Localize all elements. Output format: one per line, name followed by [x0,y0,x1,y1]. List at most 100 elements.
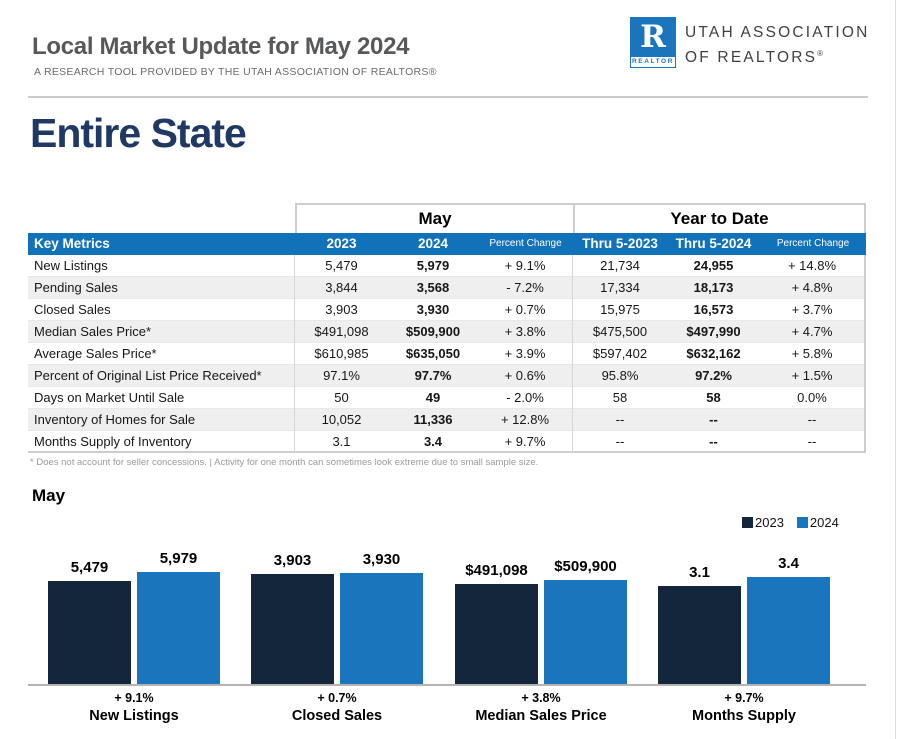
may-pct-value: + 0.6% [478,365,573,387]
ytd-2024-value: $497,990 [686,324,741,339]
page-edge-divider [895,0,896,739]
metric-label: Days on Market Until Sale [28,387,295,409]
registered-mark: ® [817,49,824,58]
bar-2023 [455,583,538,684]
bar-column-2024: 3,930 [340,551,423,684]
may-2024-value: $635,050 [405,346,461,361]
metric-label: Months Supply of Inventory [28,431,295,453]
table-row: Days on Market Until Sale 50 49 - 2.0% 5… [28,387,866,409]
ytd-2023-value: 58 [612,390,628,405]
may-2023-value: 97.1% [323,368,360,383]
realtor-badge-icon: R REALTOR [630,17,676,68]
may-pct-value: + 0.7% [478,299,573,321]
chart-legend: 2023 2024 [742,515,839,530]
bar-2023 [48,581,131,684]
col-header-may-2024: 2024 [417,236,449,251]
legend-label-2024: 2024 [809,515,839,530]
table-row: Pending Sales 3,844 3,568 - 7.2% 17,334 … [28,277,866,299]
chart-group-new-listings: 5,479 5,979 [48,550,220,684]
ytd-pct-value: + 5.8% [760,343,866,365]
bar-2024 [544,580,627,684]
pct-change-label: + 9.1% [114,691,154,705]
metric-label: Closed Sales [28,299,295,321]
ytd-2023-value: $475,500 [592,324,648,339]
may-2024-value: 5,979 [416,258,450,273]
ytd-2024-value: $632,162 [686,346,741,361]
ytd-2023-value: 95.8% [601,368,639,383]
may-2024-value: 97.7% [414,368,452,383]
bar-value-label: 3,930 [362,551,401,568]
legend-swatch-2023-icon [742,517,753,528]
may-2023-value: 10,052 [321,412,362,427]
bar-2023 [251,573,334,684]
table-row: Average Sales Price* $610,985 $635,050 +… [28,343,866,365]
may-2023-value: $610,985 [314,346,369,361]
ytd-2023-value: -- [615,434,625,449]
report-subtitle: A RESEARCH TOOL PROVIDED BY THE UTAH ASS… [34,66,437,78]
pct-change-label: + 3.8% [521,691,561,705]
chart-baseline [28,684,866,686]
metric-label: Pending Sales [28,277,295,299]
may-2024-value: 3,568 [416,280,450,295]
ytd-2023-value: 17,334 [600,280,640,295]
bar-value-label: 5,479 [70,559,109,577]
may-2023-value: 5,479 [325,258,358,273]
table-column-header-row: Key Metrics 2023 2024 Percent Change Thr… [28,233,866,255]
ytd-2023-value: 21,734 [600,258,640,273]
ytd-2024-value: 24,955 [693,258,734,273]
may-pct-value: + 3.8% [478,321,573,343]
table-row: Closed Sales 3,903 3,930 + 0.7% 15,975 1… [28,299,866,321]
org-name: UTAH ASSOCIATION OF REALTORS® [685,17,869,68]
may-2023-value: 3.1 [332,434,351,449]
legend-item-2024: 2024 [796,515,839,530]
bar-2023 [658,586,741,684]
ytd-pct-value: + 1.5% [760,365,866,387]
may-pct-value: - 7.2% [478,277,573,299]
col-header-key-metrics: Key Metrics [34,236,110,251]
uar-logo: R REALTOR UTAH ASSOCIATION OF REALTORS® [630,17,869,68]
table-row: Months Supply of Inventory 3.1 3.4 + 9.7… [28,431,866,453]
realtor-badge-label: REALTOR [630,56,676,68]
key-metrics-table: May Year to Date Key Metrics 2023 2024 P… [28,203,866,453]
bar-column-2023: 3.1 [658,564,741,684]
may-group-header: May [295,203,573,233]
group-header-spacer [28,203,295,233]
bar-value-label: 3.4 [778,555,799,572]
may-2024-value: 3,930 [416,302,450,317]
chart-title: May [32,486,66,505]
bar-2024 [340,573,423,684]
pct-change-label: + 9.7% [724,691,764,705]
ytd-pct-value: + 14.8% [760,255,866,277]
ytd-pct-value: + 3.7% [760,299,866,321]
bar-column-2023: 5,479 [48,559,131,684]
bar-column-2024: 5,979 [137,550,220,684]
ytd-pct-value: + 4.8% [760,277,866,299]
bar-value-label: 3.1 [689,564,710,582]
may-2023-value: $491,098 [314,324,369,339]
may-2024-value: 11,336 [413,412,453,427]
chart-group-months-supply: 3.1 3.4 [658,555,830,684]
org-name-line2: OF REALTORS® [685,49,824,67]
category-label: New Listings [89,708,179,724]
may-2023-value: 3,844 [325,280,358,295]
col-header-ytd-pct: Percent Change [776,238,850,249]
chart-group-median-sales-price: $491,098 $509,900 [455,558,627,684]
ytd-group-header: Year to Date [573,203,866,233]
region-title: Entire State [30,110,247,156]
ytd-pct-value: -- [760,409,866,431]
may-pct-value: - 2.0% [478,387,573,409]
ytd-2023-value: $597,402 [592,346,648,361]
org-name-line1: UTAH ASSOCIATION [685,24,870,41]
realtor-r-icon: R [630,17,676,56]
may-2024-value: 3.4 [423,434,443,449]
table-row: Inventory of Homes for Sale 10,052 11,33… [28,409,866,431]
pct-change-label: + 0.7% [317,691,357,705]
metric-label: New Listings [28,255,295,277]
bar-column-2024: 3.4 [747,555,830,684]
table-footnote: * Does not account for seller concession… [30,457,539,468]
ytd-pct-value: + 4.7% [760,321,866,343]
bar-column-2023: 3,903 [251,552,334,684]
legend-label-2023: 2023 [755,515,784,530]
report-title: Local Market Update for May 2024 [32,33,410,60]
